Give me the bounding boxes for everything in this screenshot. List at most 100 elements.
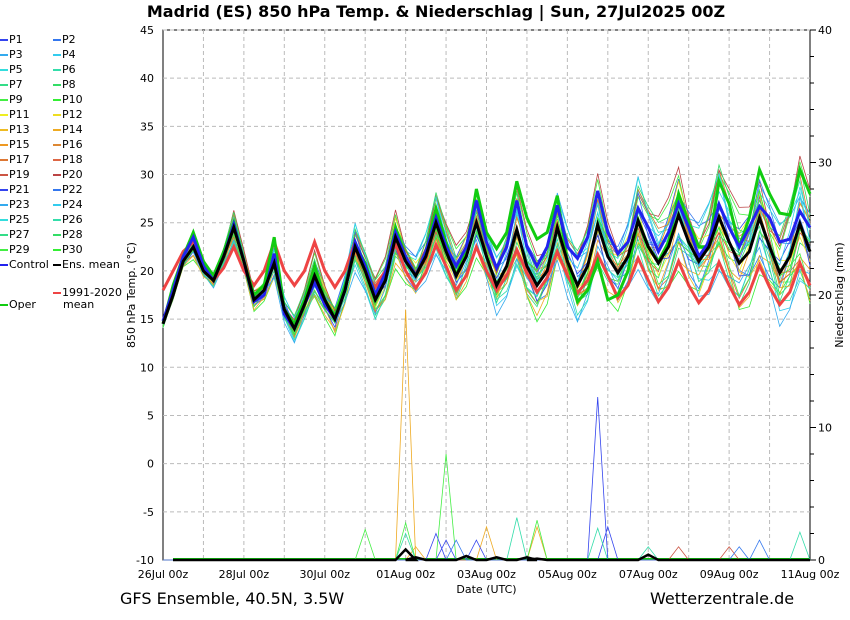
- source-label: Wetterzentrale.de: [650, 589, 795, 608]
- oper-line: [161, 164, 812, 327]
- member-line-p23: [162, 232, 811, 344]
- legend-swatch: [0, 189, 8, 191]
- legend-item-p30: P30: [53, 244, 83, 256]
- legend-label: P27: [9, 228, 30, 241]
- y-axis-label: 850 hPa Temp. (°C): [125, 242, 138, 348]
- y-tick-label: 5: [147, 409, 154, 422]
- y-tick-label: 10: [140, 361, 154, 374]
- legend-item-p3: P3: [0, 49, 23, 61]
- legend-swatch: [53, 99, 61, 101]
- legend-label: Control: [9, 258, 49, 271]
- legend-swatch: [0, 99, 8, 101]
- legend-item-p12: P12: [53, 109, 83, 121]
- legend-item-p15: P15: [0, 139, 30, 151]
- legend-label: P5: [9, 63, 23, 76]
- legend-swatch: [53, 204, 61, 206]
- legend-label: P20: [62, 168, 83, 181]
- y-tick-label: -10: [136, 554, 154, 567]
- legend-item-p19: P19: [0, 169, 30, 181]
- legend-swatch: [0, 249, 8, 251]
- legend-label: P29: [9, 243, 30, 256]
- legend-swatch: [53, 174, 61, 176]
- legend-item-p8: P8: [53, 79, 76, 91]
- legend-swatch: [0, 204, 8, 206]
- legend-swatch: [53, 54, 61, 56]
- legend-swatch: [53, 114, 61, 116]
- y-tick-label: 15: [140, 313, 154, 326]
- legend-swatch: [53, 249, 61, 251]
- legend-item-p7: P7: [0, 79, 23, 91]
- legend-label: P21: [9, 183, 30, 196]
- ens-mean-precip-line: [173, 547, 810, 562]
- legend-label: P10: [62, 93, 83, 106]
- legend-item-p22: P22: [53, 184, 83, 196]
- legend-swatch: [53, 264, 61, 266]
- legend-swatch: [0, 234, 8, 236]
- legend-item-ens-mean: Ens. mean: [53, 259, 120, 271]
- x-tick-label: 09Aug 00z: [700, 568, 759, 581]
- legend-item-climate-mean: 1991-2020 mean: [53, 287, 122, 311]
- y-tick-label: 45: [140, 24, 154, 37]
- legend-label: P24: [62, 198, 83, 211]
- legend-swatch: [53, 219, 61, 221]
- y-tick-label: 35: [140, 120, 154, 133]
- legend-item-p23: P23: [0, 199, 30, 211]
- y-tick-label: 30: [140, 169, 154, 182]
- legend-label: P19: [9, 168, 30, 181]
- x-tick-label: 30Jul 00z: [299, 568, 350, 581]
- legend-item-oper: Oper: [0, 299, 36, 311]
- legend-item-p4: P4: [53, 49, 76, 61]
- precip-line-p1: [163, 397, 810, 561]
- legend-item-control: Control: [0, 259, 49, 271]
- legend-item-p6: P6: [53, 64, 76, 76]
- legend-label: Oper: [9, 298, 36, 311]
- legend-swatch: [53, 129, 61, 131]
- y2-axis-label: Niederschlag (mm): [833, 242, 846, 347]
- y2-tick-label: 0: [818, 554, 825, 567]
- legend-item-p26: P26: [53, 214, 83, 226]
- control-line: [161, 190, 812, 332]
- x-tick-label: 05Aug 00z: [538, 568, 597, 581]
- legend-label: P22: [62, 183, 83, 196]
- legend-label: P18: [62, 153, 83, 166]
- legend-swatch: [0, 159, 8, 161]
- legend-swatch: [0, 54, 8, 56]
- ens-mean-line: [161, 210, 812, 333]
- legend-label: P30: [62, 243, 83, 256]
- chart-title: Madrid (ES) 850 hPa Temp. & Niederschlag…: [146, 2, 726, 21]
- legend-label: P14: [62, 123, 83, 136]
- legend-swatch: [0, 114, 8, 116]
- x-tick-label: 07Aug 00z: [619, 568, 678, 581]
- legend-label: P13: [9, 123, 30, 136]
- y-tick-label: -5: [143, 506, 154, 519]
- legend-swatch: [53, 292, 61, 294]
- y2-tick-label: 10: [818, 422, 832, 435]
- legend-label: P23: [9, 198, 30, 211]
- x-tick-label: 28Jul 00z: [219, 568, 270, 581]
- y-tick-label: 20: [140, 265, 154, 278]
- legend-item-p17: P17: [0, 154, 30, 166]
- y-tick-label: 0: [147, 458, 154, 471]
- legend-label: P17: [9, 153, 30, 166]
- legend-swatch: [0, 219, 8, 221]
- legend-swatch: [53, 159, 61, 161]
- legend-label: P1: [9, 33, 23, 46]
- legend-item-p18: P18: [53, 154, 83, 166]
- legend-swatch: [0, 304, 8, 306]
- legend-swatch: [0, 129, 8, 131]
- x-tick-label: 03Aug 00z: [457, 568, 516, 581]
- legend-label-line2: mean: [63, 298, 95, 311]
- legend-label: P26: [62, 213, 83, 226]
- legend-label: P15: [9, 138, 30, 151]
- legend-swatch: [53, 144, 61, 146]
- legend-label: P25: [9, 213, 30, 226]
- legend-swatch: [0, 174, 8, 176]
- legend-swatch: [0, 84, 8, 86]
- legend-item-p13: P13: [0, 124, 30, 136]
- x-tick-label: 11Aug 00z: [781, 568, 840, 581]
- legend-item-p10: P10: [53, 94, 83, 106]
- legend-swatch: [53, 39, 61, 41]
- legend-item-p9: P9: [0, 94, 23, 106]
- legend-label: P11: [9, 108, 30, 121]
